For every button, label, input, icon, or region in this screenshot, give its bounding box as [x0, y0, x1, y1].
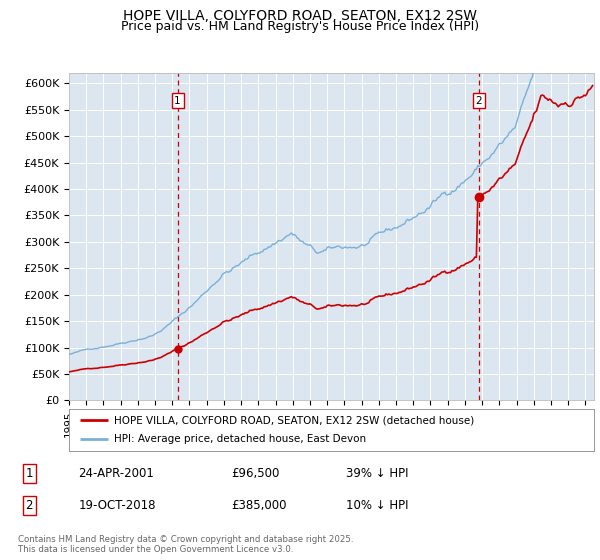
Text: 19-OCT-2018: 19-OCT-2018: [78, 499, 156, 512]
Text: 2: 2: [26, 499, 33, 512]
Text: HOPE VILLA, COLYFORD ROAD, SEATON, EX12 2SW (detached house): HOPE VILLA, COLYFORD ROAD, SEATON, EX12 …: [113, 415, 474, 425]
Text: 1: 1: [175, 96, 181, 106]
Text: £96,500: £96,500: [231, 467, 279, 480]
Text: 24-APR-2001: 24-APR-2001: [78, 467, 154, 480]
Text: £385,000: £385,000: [231, 499, 286, 512]
Text: Price paid vs. HM Land Registry's House Price Index (HPI): Price paid vs. HM Land Registry's House …: [121, 20, 479, 33]
Text: 2: 2: [475, 96, 482, 106]
Text: 1: 1: [26, 467, 33, 480]
Text: 39% ↓ HPI: 39% ↓ HPI: [346, 467, 409, 480]
Text: HOPE VILLA, COLYFORD ROAD, SEATON, EX12 2SW: HOPE VILLA, COLYFORD ROAD, SEATON, EX12 …: [123, 9, 477, 23]
Text: HPI: Average price, detached house, East Devon: HPI: Average price, detached house, East…: [113, 435, 366, 445]
Text: 10% ↓ HPI: 10% ↓ HPI: [346, 499, 409, 512]
Text: Contains HM Land Registry data © Crown copyright and database right 2025.
This d: Contains HM Land Registry data © Crown c…: [18, 535, 353, 554]
